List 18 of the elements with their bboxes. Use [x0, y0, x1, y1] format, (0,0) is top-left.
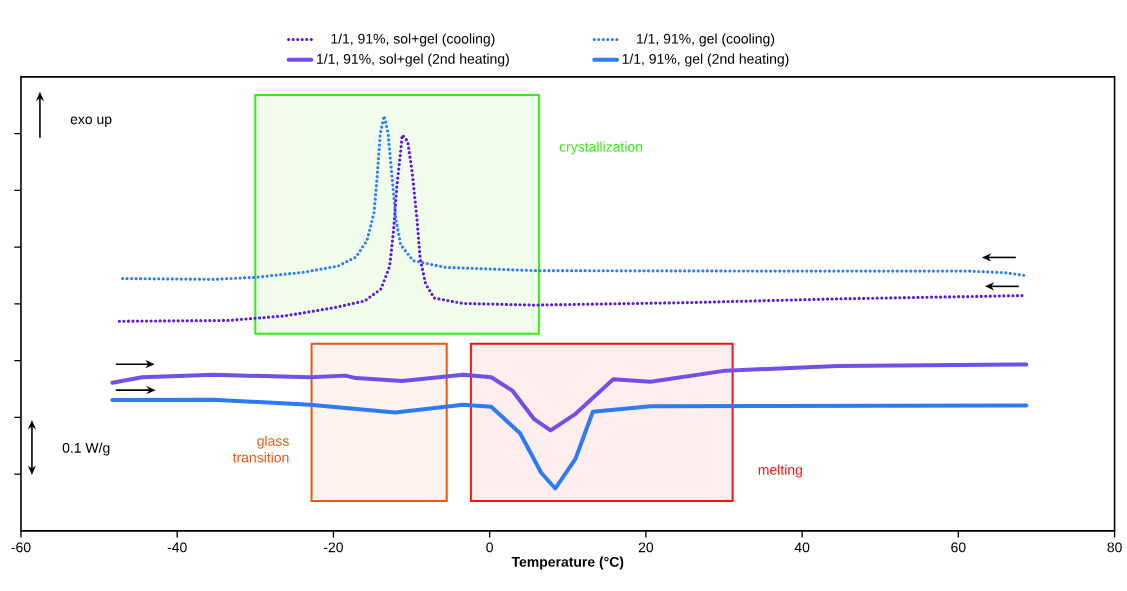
annotation: 0.1 W/g — [62, 442, 110, 456]
x-tick-label: 20 — [638, 542, 654, 553]
legend-label: 1/1, 91%, sol+gel (2nd heating) — [317, 53, 509, 67]
x-tick-label: 80 — [1107, 542, 1122, 553]
annotation: exo up — [70, 116, 112, 128]
legend-label: 1/1, 91%, sol+gel (cooling) — [331, 33, 495, 47]
x-axis-title: Temperature (°C) — [511, 556, 624, 570]
x-tick-label: 0 — [486, 542, 493, 553]
x-tick-label: 40 — [794, 542, 810, 553]
legend-label: 1/1, 91%, gel (2nd heating) — [622, 53, 789, 67]
legend-label: 1/1, 91%, gel (cooling) — [637, 33, 775, 47]
band-label: crystallization — [559, 141, 643, 155]
band-label: melting — [758, 464, 802, 478]
x-tick-label: -40 — [167, 542, 187, 553]
x-tick-label: -20 — [323, 542, 343, 553]
band-label: glass transition — [232, 435, 289, 463]
x-tick-label: 60 — [951, 542, 966, 553]
x-tick-label: -60 — [11, 542, 31, 553]
